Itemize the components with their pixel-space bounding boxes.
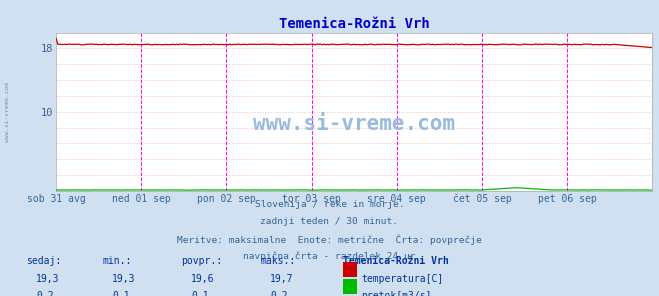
Text: 0,1: 0,1: [191, 291, 209, 296]
Text: Slovenija / reke in morje.: Slovenija / reke in morje.: [255, 200, 404, 209]
Text: www.si-vreme.com: www.si-vreme.com: [5, 83, 11, 142]
Text: 0,2: 0,2: [36, 291, 54, 296]
Text: min.:: min.:: [102, 256, 132, 266]
Text: temperatura[C]: temperatura[C]: [361, 274, 444, 284]
Text: 19,7: 19,7: [270, 274, 294, 284]
Text: Temenica-Rožni Vrh: Temenica-Rožni Vrh: [343, 256, 448, 266]
Text: 19,3: 19,3: [36, 274, 60, 284]
Text: 0,2: 0,2: [270, 291, 288, 296]
Text: navpična črta - razdelek 24 ur: navpična črta - razdelek 24 ur: [243, 251, 416, 261]
Text: sedaj:: sedaj:: [26, 256, 61, 266]
Text: Meritve: maksimalne  Enote: metrične  Črta: povprečje: Meritve: maksimalne Enote: metrične Črta…: [177, 234, 482, 244]
Text: maks.:: maks.:: [260, 256, 295, 266]
Text: 19,3: 19,3: [112, 274, 136, 284]
Text: 0,1: 0,1: [112, 291, 130, 296]
Text: zadnji teden / 30 minut.: zadnji teden / 30 minut.: [260, 217, 399, 226]
Text: www.si-vreme.com: www.si-vreme.com: [253, 115, 455, 134]
Text: pretok[m3/s]: pretok[m3/s]: [361, 291, 432, 296]
Text: povpr.:: povpr.:: [181, 256, 222, 266]
Text: 19,6: 19,6: [191, 274, 215, 284]
Title: Temenica-Rožni Vrh: Temenica-Rožni Vrh: [279, 17, 430, 31]
